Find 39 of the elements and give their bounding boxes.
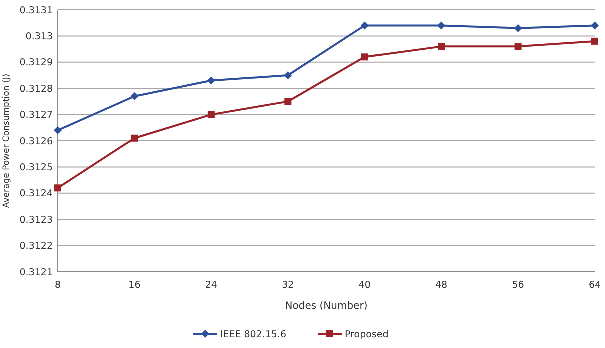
point <box>207 76 216 85</box>
x-tick-label: 32 <box>282 280 294 291</box>
y-tick-label: 0.3125 <box>20 162 53 174</box>
y-tick-label: 0.3128 <box>20 84 53 95</box>
point <box>592 38 598 45</box>
x-tick-label: 64 <box>588 280 602 291</box>
x-tick-label: 16 <box>128 280 141 291</box>
point <box>54 184 62 192</box>
x-tick-label: 8 <box>54 280 62 291</box>
y-tick-label: 0.3122 <box>20 241 53 252</box>
x-tick-label: 24 <box>205 280 218 291</box>
y-tick-label: 0.3127 <box>20 110 53 122</box>
x-tick-label: 48 <box>436 280 448 291</box>
y-tick-label: 0.3131 <box>20 5 53 16</box>
y-tick-label: 0.3123 <box>20 214 53 226</box>
point <box>208 111 215 118</box>
point <box>514 24 522 32</box>
point <box>284 98 292 106</box>
y-tick-label: 0.313 <box>26 32 53 43</box>
legend-label: IEEE 802.15.6 <box>220 329 287 340</box>
point <box>360 22 369 30</box>
point <box>361 54 368 61</box>
point <box>130 92 139 100</box>
y-tick-label: 0.3121 <box>20 267 53 278</box>
y-tick-label: 0.3124 <box>20 188 53 200</box>
legend-label: Proposed <box>345 329 389 340</box>
x-axis-title: Nodes (Number) <box>285 301 368 312</box>
point <box>54 126 62 135</box>
x-tick-label: 56 <box>512 280 524 291</box>
point <box>438 22 446 30</box>
x-tick-label: 40 <box>358 280 371 291</box>
y-tick-label: 0.3129 <box>20 58 53 69</box>
point <box>438 43 446 50</box>
point <box>131 134 138 142</box>
y-tick-label: 0.3126 <box>20 136 53 148</box>
point <box>591 22 599 30</box>
point <box>284 72 292 80</box>
point <box>514 43 522 50</box>
y-axis-title: Average Power Consumption (J) <box>2 74 12 208</box>
